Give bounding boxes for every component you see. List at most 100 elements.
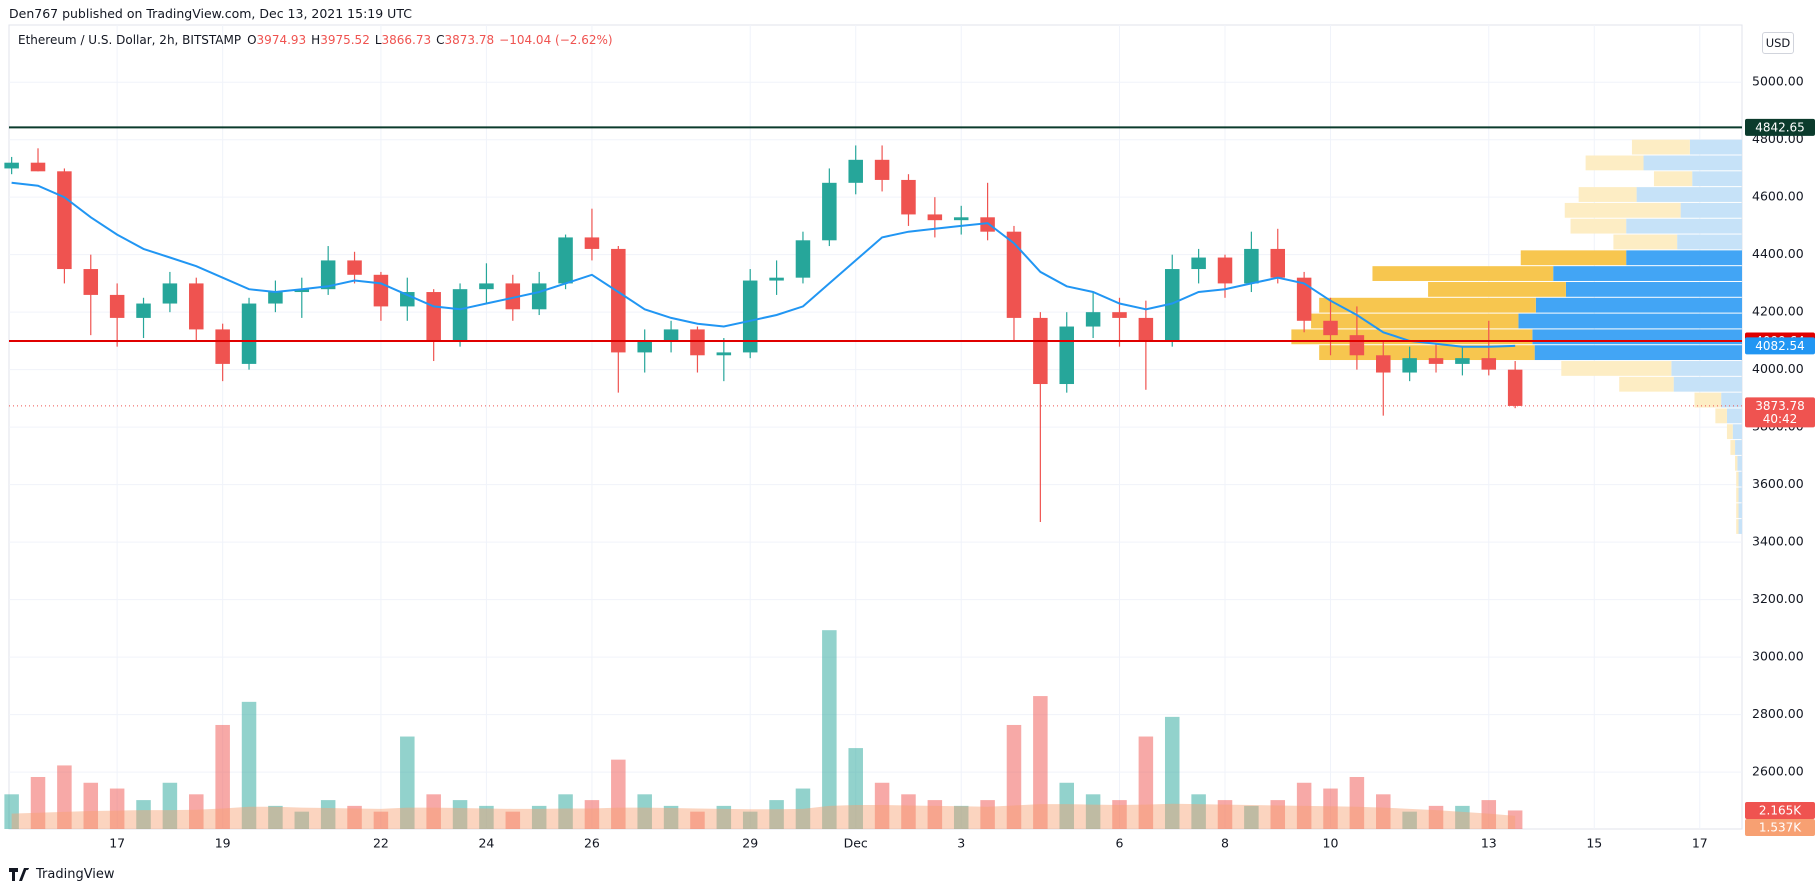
candle-body (1217, 257, 1233, 284)
candle-body (637, 340, 652, 353)
volume-bar (769, 800, 784, 829)
volume-bar (1112, 800, 1127, 829)
candle-body (189, 283, 204, 330)
x-tick-label: 13 (1481, 836, 1497, 851)
ohlc-key: H (311, 33, 321, 47)
profile-down (1520, 250, 1627, 266)
y-tick-label: 2800.00 (1752, 706, 1804, 721)
ohlc-value: 3866.73 (381, 33, 432, 47)
profile-up (1626, 218, 1742, 234)
volume-bar (611, 759, 626, 829)
volume-bar (848, 748, 863, 829)
y-tick-label: 4400.00 (1752, 246, 1804, 261)
volume-bar (558, 794, 573, 829)
profile-up (1534, 345, 1742, 361)
x-tick-label: Dec (844, 836, 868, 851)
profile-down (1653, 171, 1693, 187)
volume-bar (1455, 805, 1470, 829)
profile-down (1735, 455, 1738, 471)
y-tick-label: 3000.00 (1752, 649, 1804, 664)
price-change: −104.04 (−2.62%) (499, 33, 613, 47)
profile-down (1311, 313, 1519, 329)
candle-body (742, 280, 758, 353)
profile-down (1578, 187, 1637, 202)
volume-bar (531, 805, 547, 829)
volume-bar (1507, 810, 1523, 829)
x-tick-label: 6 (1116, 836, 1124, 851)
ohlc-value: 3974.93 (256, 33, 307, 47)
volume-ma-area (11, 803, 1516, 829)
volume-bar (1349, 776, 1365, 829)
candle-body (1033, 317, 1048, 385)
ohlc-key: C (436, 33, 445, 47)
candle-body (1006, 231, 1022, 318)
volume-bar (1138, 736, 1154, 829)
volume-bar (162, 782, 178, 829)
volume-bar (400, 736, 415, 829)
volume-bar (927, 800, 943, 829)
volume-bar (4, 794, 19, 829)
volume-bar (1033, 696, 1048, 829)
candle-body (347, 260, 362, 275)
profile-down (1585, 155, 1644, 171)
brand-logo (9, 868, 29, 881)
candle-body (901, 179, 916, 215)
volume-bar (1481, 800, 1497, 829)
candle-body (558, 237, 573, 284)
profile-up (1636, 187, 1742, 202)
last-price-tag-countdown: 40:42 (1763, 412, 1798, 426)
profile-down (1570, 218, 1627, 234)
volume-bar (505, 811, 521, 829)
candle-body (1481, 358, 1497, 370)
profile-down (1619, 376, 1674, 392)
volume-bar (294, 811, 310, 829)
volume-bar (1270, 800, 1286, 829)
volume-bar (1006, 724, 1022, 829)
candle-body (927, 214, 943, 221)
candle-body (1191, 257, 1206, 270)
y-tick-label: 3600.00 (1752, 476, 1804, 491)
profile-up (1692, 171, 1742, 187)
profile-up (1671, 361, 1742, 376)
profile-up (1673, 376, 1742, 392)
profile-up (1738, 519, 1742, 534)
y-tick-label: 4200.00 (1752, 304, 1804, 319)
x-tick-label: 17 (109, 836, 125, 851)
x-tick-label: 26 (584, 836, 600, 851)
candle-body (136, 303, 151, 318)
volume-bar (1217, 800, 1233, 829)
profile-up (1737, 455, 1742, 471)
volume-bar (1296, 782, 1312, 829)
profile-down (1736, 519, 1739, 534)
candle-body (663, 329, 679, 341)
volume-bar (1402, 811, 1417, 829)
volume-tag-bg (1745, 818, 1815, 836)
candle-body (690, 329, 705, 356)
volume-bar (874, 782, 890, 829)
candle-body (1244, 248, 1259, 284)
footer: TradingView (9, 867, 115, 882)
volume-bar (189, 794, 204, 829)
profile-up (1680, 202, 1742, 218)
ohlc-value: 3873.78 (444, 33, 495, 47)
candle-body (1402, 358, 1417, 373)
profile-up (1565, 281, 1742, 297)
candle-body (294, 289, 310, 293)
candle-body (505, 283, 521, 310)
volume-bar (822, 630, 837, 829)
legend: Ethereum / U.S. Dollar, 2h, BITSTAMP O397… (18, 33, 613, 47)
volume-bar (479, 805, 494, 829)
y-tick-label: 4000.00 (1752, 361, 1804, 376)
profile-down (1694, 392, 1722, 408)
candle-body (611, 248, 626, 353)
candle-body (822, 182, 837, 241)
x-tick-label: 10 (1323, 836, 1339, 851)
profile-down (1428, 281, 1566, 297)
candle-body (268, 292, 283, 304)
volume-bar (83, 782, 99, 829)
candle-body (1059, 326, 1074, 385)
profile-down (1319, 345, 1535, 361)
currency-button[interactable]: USD (1762, 32, 1794, 54)
profile-down (1736, 503, 1739, 519)
volume-bar (215, 724, 230, 829)
